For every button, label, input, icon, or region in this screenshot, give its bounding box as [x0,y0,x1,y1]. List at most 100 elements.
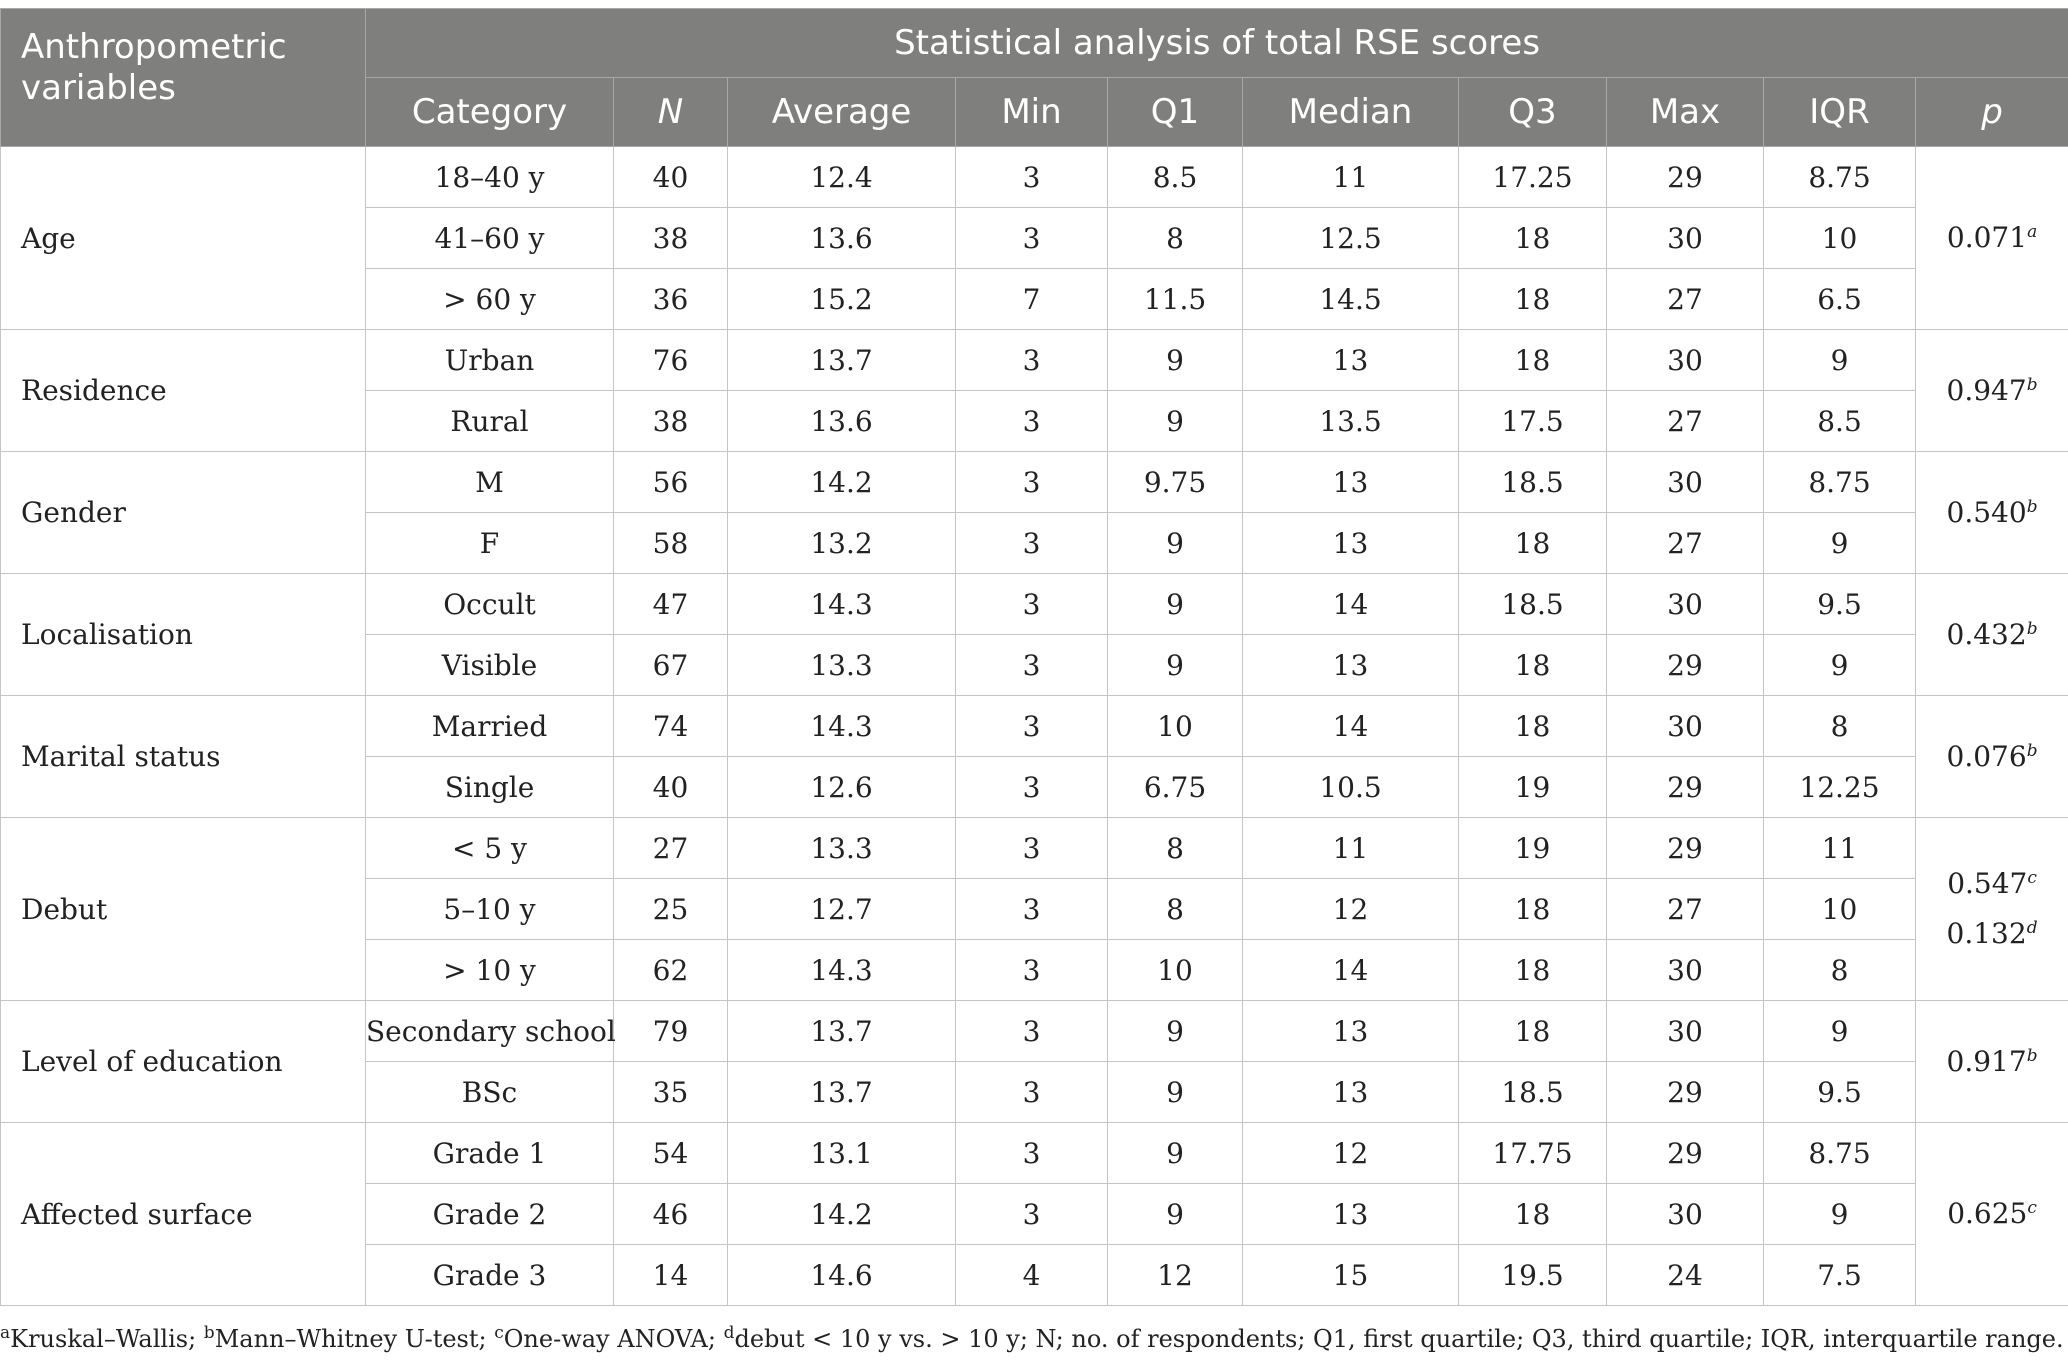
max-cell: 29 [1606,817,1764,879]
p-value-test-mark: b [2026,1045,2038,1066]
category-cell: Urban [365,329,614,391]
min-cell: 3 [955,878,1108,940]
iqr-cell: 6.5 [1763,268,1916,330]
column-header-median: Median [1242,77,1459,147]
median-cell: 14 [1242,695,1459,757]
median-cell: 13 [1242,512,1459,574]
max-cell: 30 [1606,695,1764,757]
table-row: Residence Urban 76 13.7 3 9 13 18 30 9 0.947b [0,329,2068,452]
p-value-test-mark: b [2026,618,2038,639]
table-body: Age 18–40 y 40 12.4 3 8.5 11 17.25 29 8.75 0.071a 4… [0,146,2068,1306]
category-cell: Rural [365,390,614,452]
p-value-cell: 0.917b [1914,1000,2068,1123]
p-value-test-mark: a [2027,222,2038,242]
q3-cell: 18 [1458,1183,1607,1245]
n-cell: 35 [613,1061,728,1123]
median-cell: 13 [1242,329,1459,391]
max-cell: 30 [1606,1183,1764,1245]
average-cell: 13.3 [727,817,956,879]
iqr-cell: 8.5 [1763,390,1916,452]
q1-cell: 8 [1107,878,1243,940]
min-cell: 3 [955,634,1108,696]
median-cell: 14 [1242,573,1459,635]
p-value-test-mark: b [2026,496,2038,517]
column-header-q3: Q3 [1458,77,1607,147]
q1-cell: 9 [1107,1061,1243,1123]
table-row: Marital status Married 74 14.3 3 10 14 18 30 8 0.0… [0,695,2068,818]
footnote-mark-a: a [0,1323,11,1343]
category-cell: Grade 1 [365,1122,614,1184]
q3-cell: 18 [1458,695,1607,757]
variable-cell: Residence [0,329,366,452]
footnote-anova: One-way ANOVA; [503,1325,724,1353]
p-value: 0.432b [1916,610,2068,660]
q1-cell: 12 [1107,1244,1243,1306]
header-statistical-analysis: Statistical analysis of total RSE scores [364,8,2068,78]
median-cell: 13 [1242,1000,1459,1062]
q1-cell: 9 [1107,329,1243,391]
q3-cell: 18 [1458,878,1607,940]
n-cell: 58 [613,512,728,574]
q3-cell: 18 [1458,1000,1607,1062]
category-cell: 41–60 y [365,207,614,269]
footnote-mark-c: c [494,1323,504,1343]
min-cell: 3 [955,207,1108,269]
p-value-number: 0.540 [1946,495,2027,529]
q3-cell: 18.5 [1458,573,1607,635]
p-value: 0.071a [1916,213,2068,263]
n-cell: 47 [613,573,728,635]
p-value: 0.076b [1916,732,2068,782]
q3-cell: 17.25 [1458,146,1607,208]
q3-cell: 18 [1458,634,1607,696]
p-value: 0.917b [1916,1037,2068,1087]
iqr-cell: 8.75 [1763,451,1916,513]
q3-cell: 18.5 [1458,1061,1607,1123]
median-cell: 11 [1242,817,1459,879]
category-cell: Visible [365,634,614,696]
q1-cell: 9 [1107,1183,1243,1245]
max-cell: 29 [1606,1061,1764,1123]
max-cell: 30 [1606,573,1764,635]
footnote-mark-d: d [723,1323,735,1343]
n-cell: 67 [613,634,728,696]
variable-cell: Marital status [0,695,366,818]
q1-cell: 11.5 [1107,268,1243,330]
p-value-test-mark: c [2027,1198,2037,1218]
n-cell: 14 [613,1244,728,1306]
iqr-cell: 9.5 [1763,1061,1916,1123]
q3-cell: 19 [1458,756,1607,818]
column-header-max: Max [1606,77,1764,147]
iqr-cell: 11 [1763,817,1916,879]
p-value-cell: 0.071a [1914,146,2068,330]
min-cell: 3 [955,146,1108,208]
median-cell: 15 [1242,1244,1459,1306]
category-cell: > 60 y [365,268,614,330]
q1-cell: 8 [1107,817,1243,879]
q3-cell: 18 [1458,939,1607,1001]
table-row: Level of education Secondary school 79 13.7… [0,1000,2068,1123]
max-cell: 27 [1606,512,1764,574]
average-cell: 12.4 [727,146,956,208]
median-cell: 14 [1242,939,1459,1001]
n-cell: 76 [613,329,728,391]
max-cell: 29 [1606,634,1764,696]
n-cell: 74 [613,695,728,757]
q1-cell: 9 [1107,390,1243,452]
average-cell: 13.6 [727,207,956,269]
q1-cell: 9.75 [1107,451,1243,513]
min-cell: 3 [955,451,1108,513]
p-value: 0.625c [1916,1189,2068,1239]
median-cell: 12.5 [1242,207,1459,269]
table-row: BSc 35 13.7 3 9 13 18.5 29 9.5 [1,1061,2068,1123]
iqr-cell: 9 [1763,512,1916,574]
p-value-test-mark: c [2027,868,2037,888]
p-value: 0.540b [1916,488,2068,538]
max-cell: 30 [1606,451,1764,513]
max-cell: 30 [1606,207,1764,269]
min-cell: 3 [955,756,1108,818]
median-cell: 13 [1242,1183,1459,1245]
column-header-q1: Q1 [1107,77,1243,147]
min-cell: 7 [955,268,1108,330]
iqr-cell: 7.5 [1763,1244,1916,1306]
category-cell: Secondary school [365,1000,616,1062]
